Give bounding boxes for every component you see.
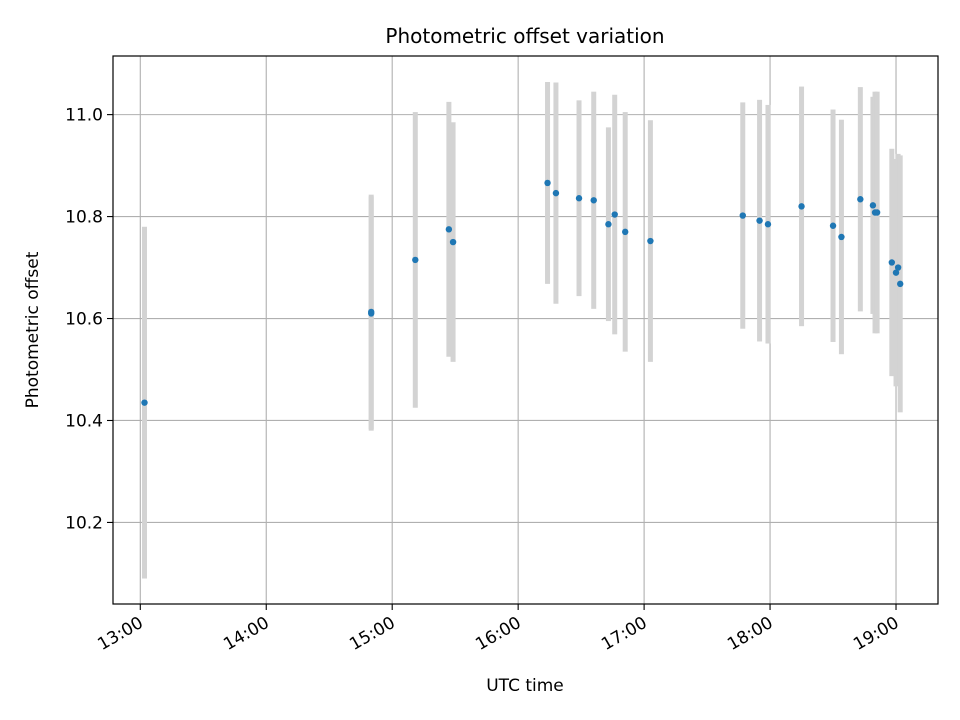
data-point (739, 212, 746, 219)
data-point (141, 399, 148, 406)
data-point (892, 269, 900, 276)
y-tick-label: 10.6 (65, 310, 103, 330)
plot-area (113, 56, 938, 604)
data-point (798, 203, 805, 210)
data-point (449, 238, 457, 246)
y-axis-label: Photometric offset (23, 251, 43, 408)
data-point (838, 233, 845, 241)
data-point (575, 195, 583, 202)
data-point (873, 209, 881, 216)
data-point (605, 221, 612, 228)
data-point (445, 226, 453, 233)
data-points (141, 179, 904, 406)
plot-frame (112, 55, 939, 605)
data-point (764, 221, 772, 228)
data-point (647, 237, 654, 245)
data-point (412, 256, 419, 264)
y-tick-label: 10.2 (65, 513, 103, 533)
data-point (857, 196, 864, 203)
data-point (829, 222, 837, 229)
data-point (590, 197, 597, 204)
x-axis-label: UTC time (486, 676, 564, 696)
data-point (611, 211, 618, 218)
data-point (897, 280, 904, 288)
data-point (869, 202, 877, 209)
data-point (544, 179, 551, 187)
y-tick-label: 11.0 (65, 106, 103, 126)
chart-title: Photometric offset variation (385, 24, 664, 48)
data-point (756, 217, 763, 224)
y-axis: 10.2 10.4 10.6 10.8 11.0 (65, 106, 113, 533)
data-point (368, 308, 375, 316)
data-point (894, 264, 902, 271)
y-tick-label: 10.4 (65, 411, 103, 431)
data-point (622, 228, 629, 236)
data-point (888, 259, 896, 266)
data-point (552, 189, 560, 197)
y-tick-label: 10.8 (65, 208, 103, 228)
